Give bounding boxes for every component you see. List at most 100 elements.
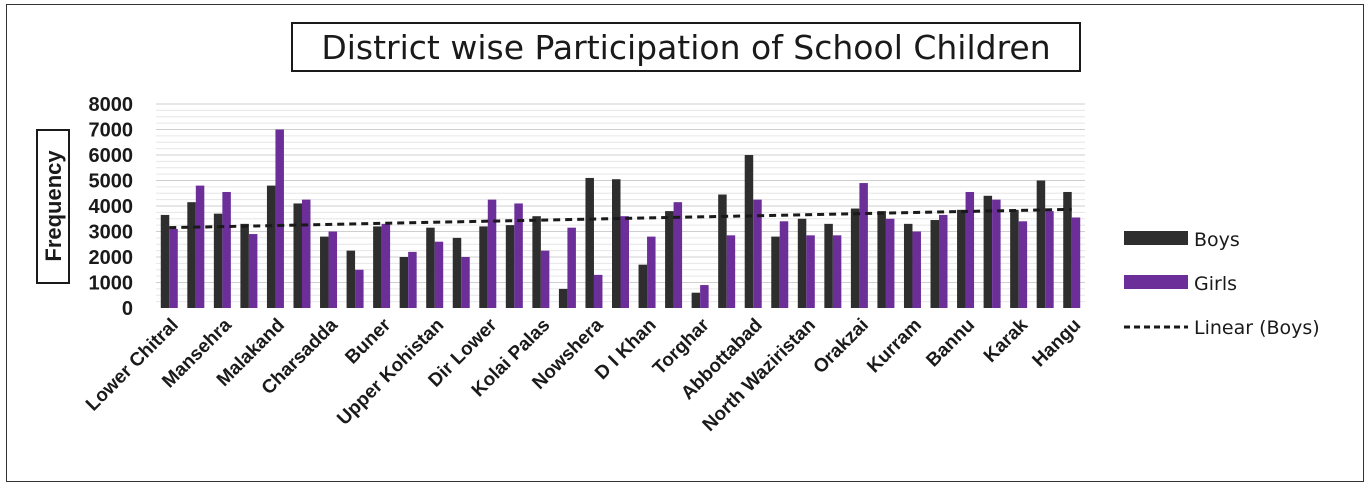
bar-girls: [832, 235, 842, 308]
bar-boys: [479, 226, 488, 308]
bar-girls: [647, 236, 656, 308]
x-tick-label: Hangu: [1029, 315, 1086, 372]
bar-boys: [665, 211, 674, 308]
x-tick-label: Kurram: [863, 315, 926, 378]
bar-boys: [505, 225, 515, 308]
bar-girls: [487, 199, 497, 308]
y-tick-label: 3000: [89, 222, 134, 244]
bar-boys: [266, 185, 276, 308]
bar-boys: [558, 288, 568, 308]
trendline-layer: [169, 207, 1072, 230]
bar-girls: [1045, 211, 1054, 308]
bar-girls: [885, 218, 895, 308]
legend: Boys Girls Linear (Boys): [1124, 229, 1320, 339]
bar-boys: [903, 223, 913, 308]
bar-girls: [939, 214, 948, 308]
bar-girls: [381, 223, 391, 308]
bar-boys: [718, 194, 727, 308]
y-tick-label: 2000: [89, 247, 134, 269]
bar-girls: [301, 199, 311, 308]
bar-girls: [620, 216, 629, 308]
legend-swatch-girls: [1124, 275, 1188, 289]
bar-boys: [426, 227, 435, 308]
bar-boys: [240, 223, 249, 308]
bar-boys: [877, 211, 886, 308]
bar-girls: [593, 274, 603, 308]
ylabel-box: [36, 129, 70, 284]
bar-girls: [540, 250, 550, 308]
bar-girls: [355, 269, 364, 308]
y-tick-label: 6000: [89, 145, 134, 167]
y-tick-label: 7000: [89, 120, 134, 142]
bar-boys: [744, 155, 754, 308]
bar-girls: [169, 228, 178, 308]
bar-boys: [1036, 180, 1046, 308]
bar-boys: [187, 202, 196, 308]
bar-girls: [700, 285, 709, 308]
bar-girls: [859, 183, 868, 308]
bar-boys: [612, 179, 621, 308]
bar-girls: [1071, 217, 1081, 308]
y-axis-ticks: 0 1000 2000 3000 4000 5000 6000 7000 8000: [89, 94, 134, 320]
y-tick-label: 0: [122, 298, 133, 320]
bar-girls: [965, 191, 975, 308]
bar-boys: [691, 292, 701, 308]
bar-girls: [248, 234, 258, 308]
bar-girls: [275, 129, 284, 308]
bar-boys: [452, 237, 462, 308]
bar-boys: [850, 208, 860, 308]
bar-girls: [753, 199, 762, 308]
bar-boys: [1010, 209, 1019, 308]
bar-girls: [222, 191, 231, 308]
bar-girls: [912, 231, 921, 308]
x-tick-label: Orakzai: [810, 315, 873, 378]
bar-girls: [992, 199, 1001, 308]
bar-boys: [320, 236, 329, 308]
bar-girls: [328, 231, 338, 308]
bar-boys: [983, 195, 993, 308]
bar-boys: [930, 220, 940, 308]
bar-girls: [408, 251, 417, 308]
bar-boys: [399, 257, 409, 308]
bar-girls: [434, 241, 444, 308]
legend-label-girls: Girls: [1194, 273, 1237, 295]
bar-boys: [346, 250, 356, 308]
bar-girls: [1018, 221, 1028, 308]
bars: [160, 129, 1081, 308]
bar-boys: [585, 177, 594, 308]
x-tick-label: Lower Chitral: [82, 315, 183, 416]
bar-boys: [213, 213, 223, 308]
bar-boys: [1063, 191, 1072, 308]
bar-girls: [806, 235, 815, 308]
bar-boys: [771, 236, 780, 308]
y-tick-label: 4000: [89, 196, 134, 218]
y-axis-label: Frequency: [41, 150, 66, 262]
trendline-boys: [169, 207, 1072, 230]
legend-label-boys: Boys: [1194, 229, 1240, 251]
y-tick-label: 8000: [89, 94, 134, 116]
bar-boys: [532, 216, 541, 308]
bar-girls: [514, 203, 523, 308]
y-tick-label: 1000: [89, 273, 134, 295]
x-tick-label: Karak: [980, 314, 1033, 367]
bar-boys: [797, 218, 807, 308]
bar-boys: [160, 214, 170, 308]
bar-boys: [373, 226, 382, 308]
x-tick-label: Bannu: [922, 315, 979, 372]
bar-girls: [461, 257, 470, 308]
bar-girls: [779, 221, 789, 308]
bar-girls: [567, 227, 576, 308]
chart-title: District wise Participation of School Ch…: [291, 22, 1081, 72]
bar-boys: [957, 209, 966, 308]
y-tick-label: 5000: [89, 171, 134, 193]
legend-label-trendline: Linear (Boys): [1194, 317, 1320, 339]
bar-girls: [673, 202, 683, 308]
legend-swatch-boys: [1124, 231, 1188, 245]
bar-boys: [824, 223, 833, 308]
bar-boys: [293, 203, 302, 308]
bar-boys: [638, 264, 648, 308]
bar-girls: [195, 185, 205, 308]
bar-girls: [726, 235, 736, 308]
